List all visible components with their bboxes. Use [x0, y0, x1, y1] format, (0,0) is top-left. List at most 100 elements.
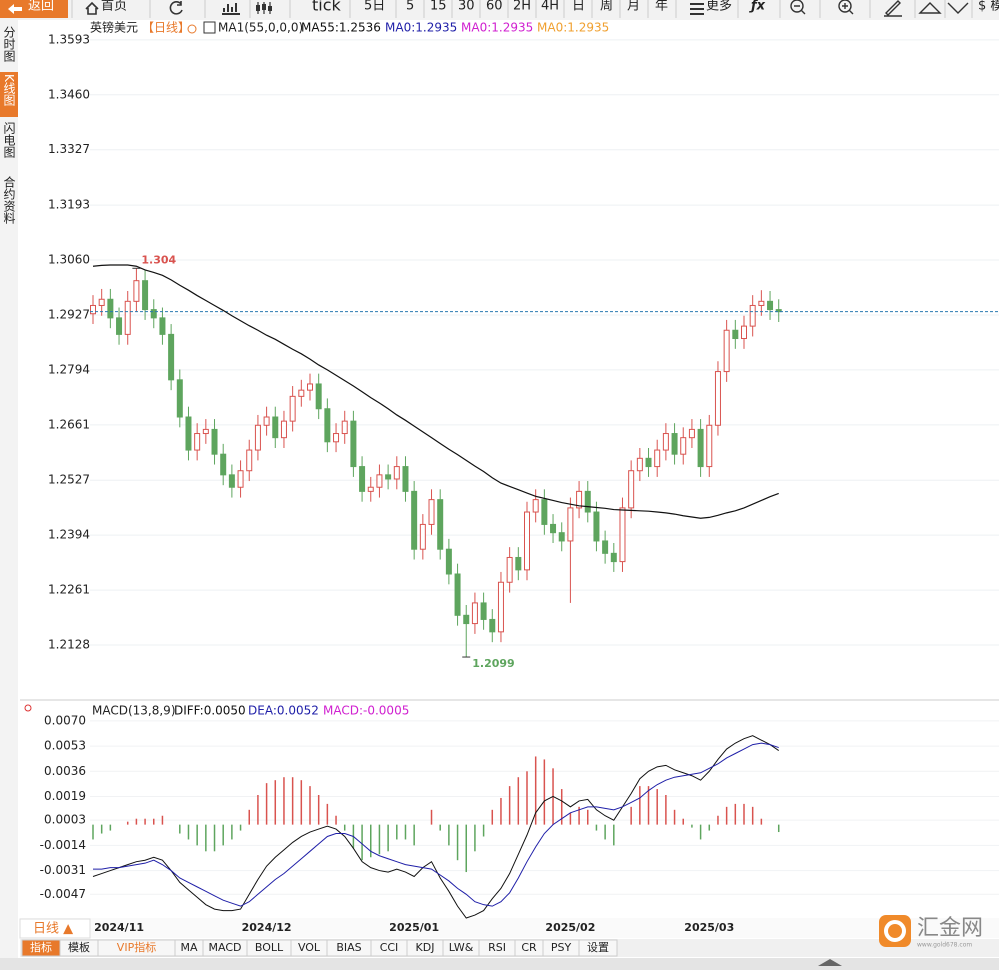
candle-body — [515, 556, 522, 571]
home-icon — [85, 1, 99, 15]
back-button[interactable] — [0, 0, 68, 18]
back-label[interactable]: 返回 — [28, 0, 54, 14]
tab-label[interactable]: VOL — [298, 941, 321, 954]
tab-label[interactable]: 设置 — [587, 941, 609, 954]
min-label: 1.2099 — [472, 657, 514, 670]
sidebar-tab[interactable]: 合约资料 — [2, 175, 16, 224]
y-tick-label: 1.2661 — [48, 417, 90, 431]
tab-label[interactable]: RSI — [488, 941, 506, 954]
candle-body — [654, 449, 661, 468]
indicator-icon[interactable] — [203, 21, 216, 34]
period-box[interactable] — [19, 918, 91, 939]
candle-body — [697, 428, 704, 468]
sidebar-tab[interactable]: 闪电图 — [2, 122, 16, 158]
tab-label[interactable]: VIP指标 — [117, 940, 156, 954]
candle-body — [428, 499, 435, 525]
logo-mark — [884, 920, 906, 942]
tab-label[interactable]: BOLL — [255, 941, 284, 954]
triangle-down-icon[interactable] — [947, 2, 969, 14]
tab-label[interactable]: BIAS — [336, 941, 361, 954]
zoom-out[interactable] — [790, 0, 804, 13]
candle-body — [168, 333, 175, 381]
period-button[interactable]: 5 — [406, 0, 414, 14]
tab-label[interactable]: LW& — [449, 941, 474, 954]
more-label[interactable]: 更多 — [706, 0, 732, 14]
period-button[interactable]: 日 — [572, 0, 585, 14]
tab-label[interactable]: MA — [180, 941, 197, 954]
period-button[interactable]: 2H — [513, 0, 531, 14]
y-tick-label: -0.0047 — [40, 887, 86, 901]
refresh-icon[interactable] — [169, 1, 183, 15]
candle-body — [202, 428, 209, 435]
tab-label[interactable]: CCI — [380, 941, 399, 954]
legend-entry: DEA:0.0052 — [248, 704, 319, 718]
candle-body — [454, 573, 461, 616]
candle-icon-body — [256, 5, 260, 11]
candle-body — [254, 424, 261, 451]
logo-icon — [879, 915, 911, 947]
y-tick-label: 1.2394 — [48, 528, 90, 542]
tab-label[interactable]: CR — [521, 941, 537, 954]
period-button[interactable]: 4H — [541, 0, 559, 14]
period-label: 【日线】 — [142, 21, 190, 35]
macd-title: MACD(13,8,9) — [92, 704, 176, 718]
sidebar-tab[interactable]: K线图 — [2, 74, 16, 106]
close-icon[interactable] — [187, 24, 197, 34]
logo-site: www.gold678.com — [917, 942, 972, 949]
tab-label[interactable]: KDJ — [416, 941, 435, 954]
candle-body — [194, 433, 201, 451]
period-switch[interactable]: 日线 ▲ — [33, 922, 73, 937]
y-tick-label: -0.0031 — [40, 863, 86, 877]
period-button[interactable]: 年 — [655, 0, 668, 14]
candle-body — [723, 329, 730, 373]
period-button[interactable]: 60 — [486, 0, 503, 14]
period-button[interactable]: 15 — [430, 0, 447, 14]
tab-label[interactable]: 指标 — [30, 940, 52, 954]
chart-icon[interactable] — [222, 3, 240, 15]
candle-icon-body — [262, 4, 266, 10]
candle-body — [497, 581, 504, 633]
logo-text: 汇金网 — [917, 916, 983, 941]
candle-body — [315, 383, 322, 410]
candle-body — [593, 511, 600, 542]
tab-label[interactable]: 模板 — [68, 940, 90, 954]
pencil-icon[interactable] — [884, 0, 902, 17]
triangle-icon[interactable] — [918, 2, 942, 14]
x-tick-label: 2024/11 — [94, 921, 144, 934]
candle-icon-body — [268, 6, 272, 11]
candle-body — [98, 298, 105, 306]
period-button[interactable]: tick — [312, 0, 342, 15]
settings-icon[interactable] — [24, 704, 32, 712]
candle-body — [489, 618, 496, 633]
candle-body — [628, 470, 635, 509]
period-button[interactable]: 月 — [627, 0, 640, 14]
legend-entry: MA0:1.2935 — [461, 21, 533, 35]
zoom-in[interactable] — [838, 0, 852, 13]
collapse-icon[interactable] — [818, 959, 842, 966]
candle-body — [688, 428, 695, 439]
formula-button[interactable]: ƒx — [749, 0, 766, 14]
tab-label[interactable]: MACD — [209, 941, 242, 954]
candle-body — [419, 523, 426, 550]
candle-body — [289, 395, 296, 422]
legend-entry: DIFF:0.0050 — [174, 704, 246, 718]
period-button[interactable]: 5日 — [364, 0, 385, 14]
candle-body — [680, 437, 687, 455]
dollar-button[interactable]: $ 模 — [978, 0, 999, 14]
tab-label[interactable]: PSY — [551, 941, 572, 954]
y-tick-label: 1.3060 — [48, 253, 90, 267]
period-button[interactable]: 周 — [600, 0, 613, 14]
sidebar — [0, 20, 18, 970]
candle-body — [732, 329, 739, 340]
home-label[interactable]: 首页 — [101, 0, 127, 14]
period-button[interactable]: 30 — [458, 0, 475, 14]
tab[interactable] — [578, 939, 618, 957]
legend-entry: MA55:1.2536 — [301, 21, 381, 35]
candle-body — [107, 298, 114, 319]
candle-body — [367, 486, 374, 492]
legend-entry: MACD:-0.0005 — [323, 704, 409, 718]
sidebar-tab[interactable]: 分时图 — [2, 26, 16, 62]
candle-body — [272, 416, 279, 439]
candle-body — [471, 602, 478, 625]
